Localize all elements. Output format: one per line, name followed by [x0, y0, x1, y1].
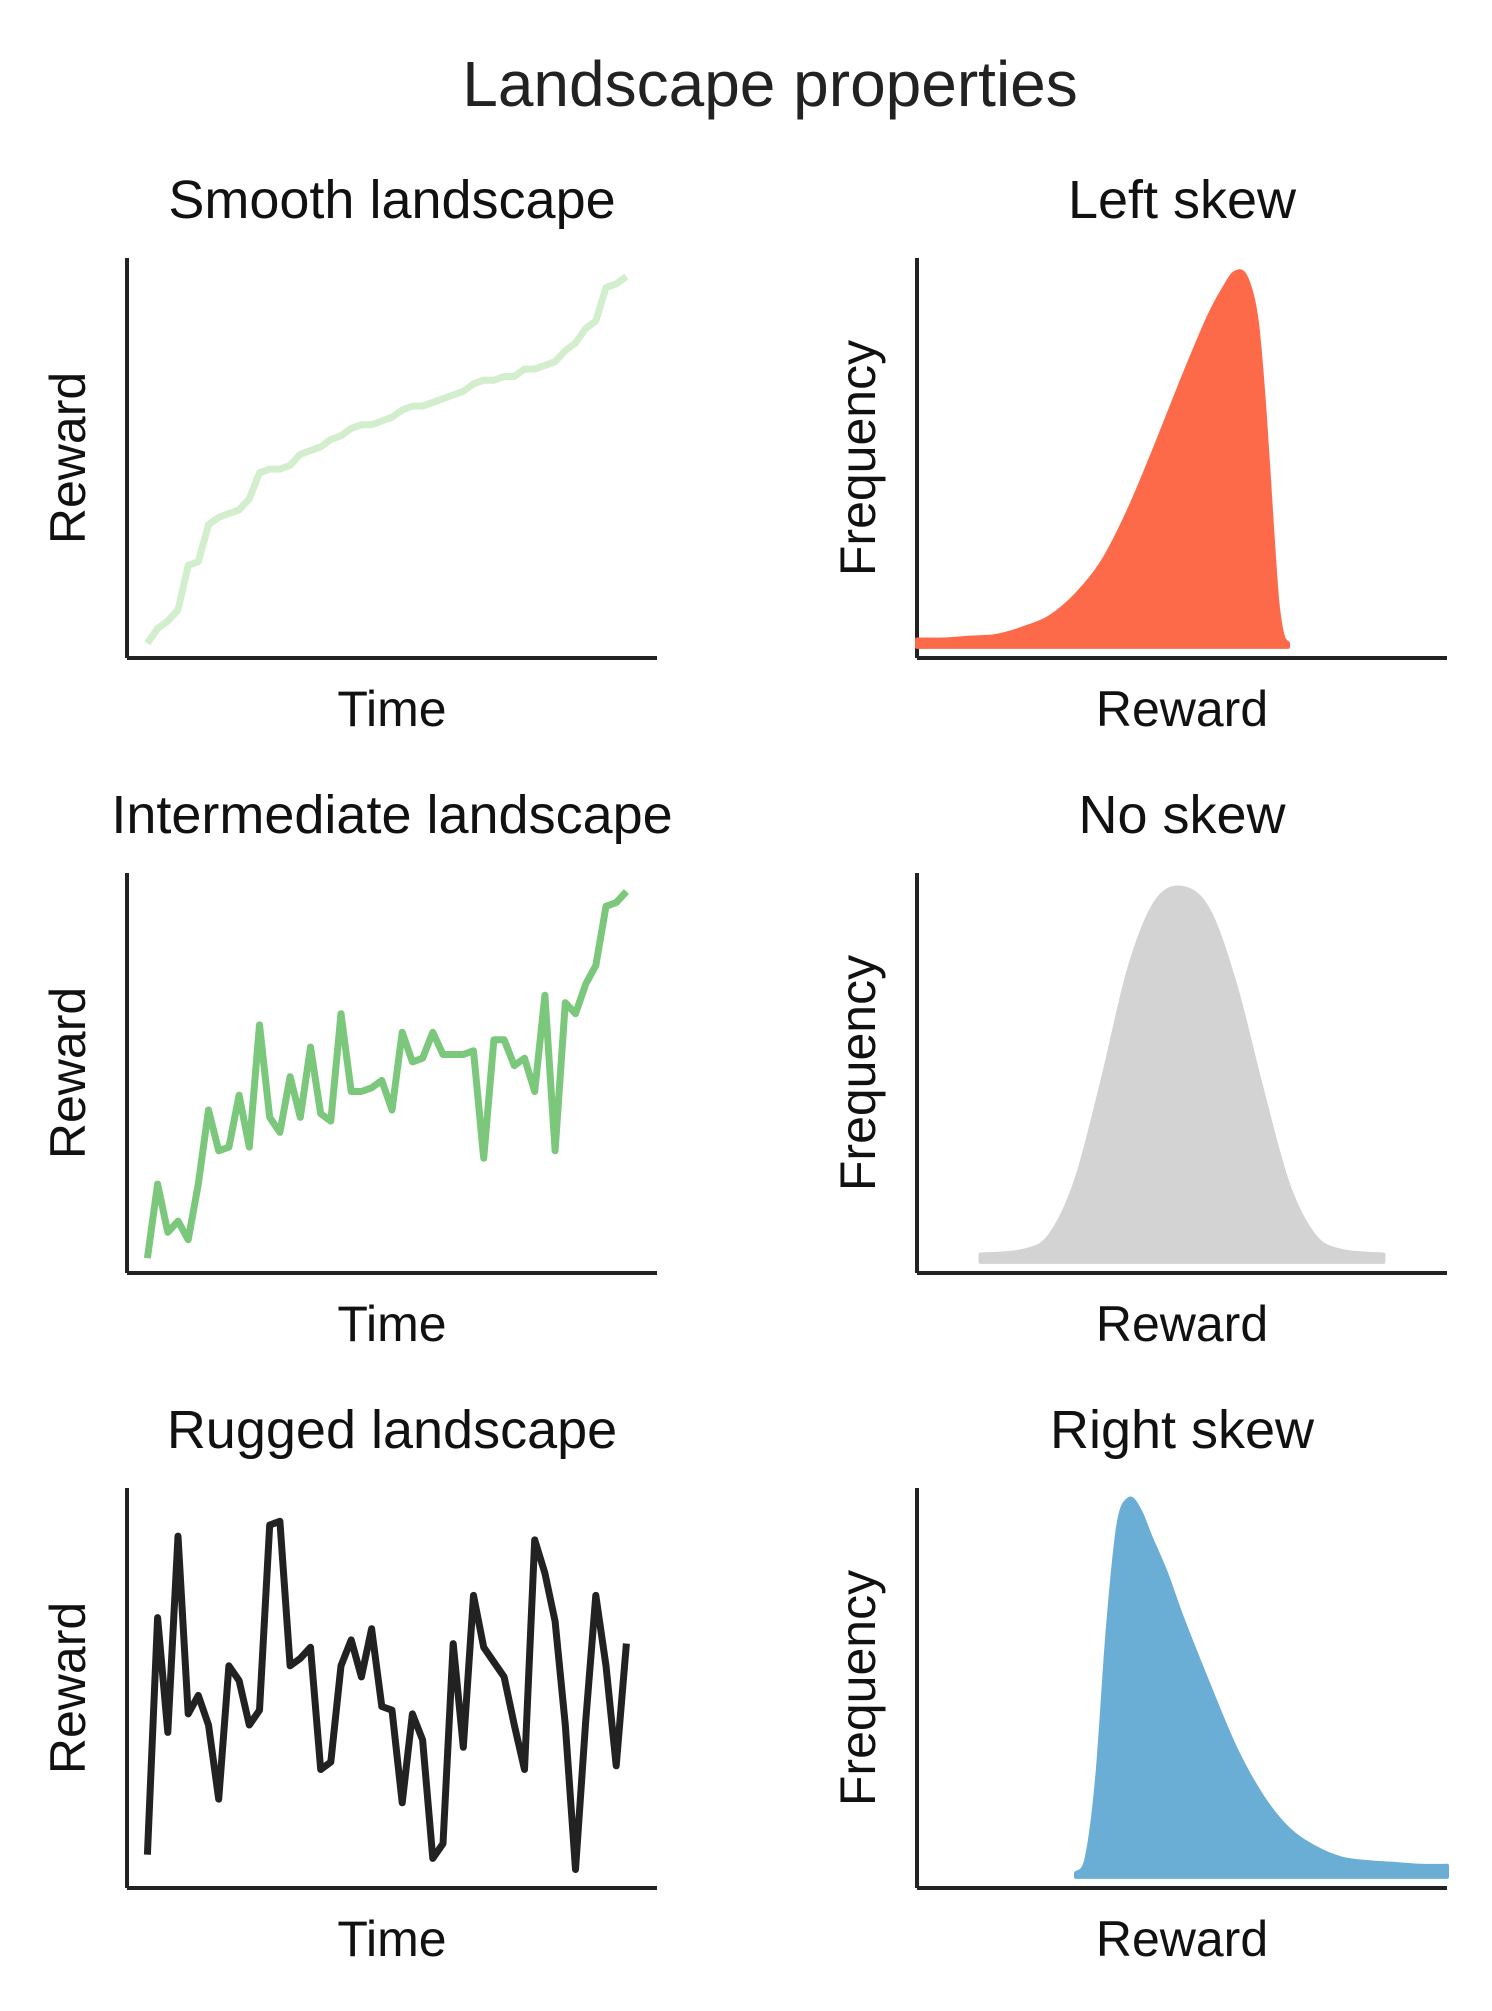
x-axis-label-left-skew: Reward [1096, 681, 1268, 737]
x-axis-label-smooth: Time [337, 681, 446, 737]
x-axis-label-rugged: Time [337, 1911, 446, 1967]
panel-right-skew: Right skew Reward Frequency [830, 1400, 1449, 1967]
series-area-right-skew [1074, 1496, 1449, 1879]
x-axis-label-no-skew: Reward [1096, 1296, 1268, 1352]
y-axis-label-smooth: Reward [40, 372, 96, 544]
y-axis-label-rugged: Reward [40, 1602, 96, 1774]
panel-title-right-skew: Right skew [1050, 1400, 1315, 1460]
panel-no-skew: No skew Reward Frequency [830, 785, 1447, 1352]
series-line-intermediate [143, 889, 629, 1259]
panel-title-intermediate: Intermediate landscape [111, 785, 672, 845]
y-axis-label-left-skew: Frequency [830, 340, 886, 576]
y-axis-label-no-skew: Frequency [830, 955, 886, 1191]
panel-title-left-skew: Left skew [1068, 170, 1297, 230]
x-axis-label-right-skew: Reward [1096, 1911, 1268, 1967]
series-area-no-skew [978, 885, 1386, 1264]
panel-rugged: Rugged landscape Time Reward [40, 1400, 657, 1967]
series-line-smooth [144, 273, 629, 646]
figure-title: Landscape properties [462, 48, 1078, 120]
panel-intermediate: Intermediate landscape Time Reward [40, 785, 673, 1352]
panel-title-rugged: Rugged landscape [167, 1400, 617, 1460]
x-axis-label-intermediate: Time [337, 1296, 446, 1352]
panel-smooth: Smooth landscape Time Reward [40, 170, 657, 737]
y-axis-label-intermediate: Reward [40, 987, 96, 1159]
panel-title-smooth: Smooth landscape [168, 170, 615, 230]
series-area-left-skew [915, 269, 1290, 649]
y-axis-label-right-skew: Frequency [830, 1570, 886, 1806]
panel-title-no-skew: No skew [1078, 785, 1286, 845]
panel-left-skew: Left skew Reward Frequency [830, 170, 1447, 737]
series-line-rugged [143, 1517, 630, 1873]
